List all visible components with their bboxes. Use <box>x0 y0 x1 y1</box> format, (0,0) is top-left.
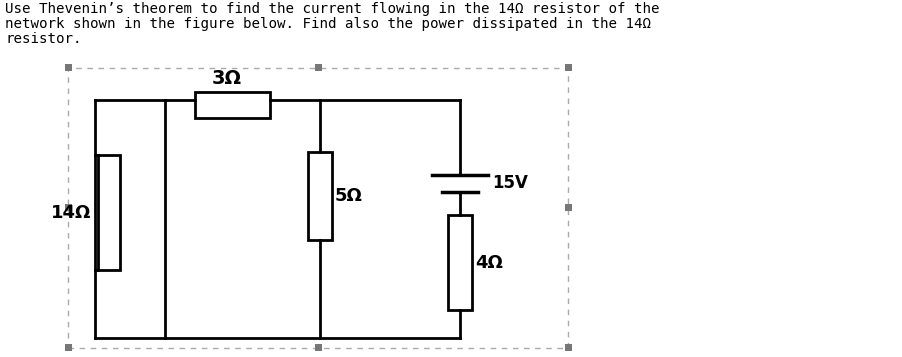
Text: Use Thevenin’s theorem to find the current flowing in the 14Ω resistor of the: Use Thevenin’s theorem to find the curre… <box>5 2 659 16</box>
Bar <box>448 215 472 310</box>
Bar <box>565 344 572 351</box>
Bar <box>315 344 322 351</box>
Bar <box>565 204 572 211</box>
Bar <box>308 152 332 240</box>
Bar <box>565 64 572 71</box>
Bar <box>65 344 72 351</box>
Text: 4Ω: 4Ω <box>475 253 503 272</box>
Bar <box>65 64 72 71</box>
Bar <box>98 155 120 270</box>
Text: 5Ω: 5Ω <box>335 187 363 205</box>
Text: 15V: 15V <box>492 175 528 192</box>
Bar <box>195 92 270 118</box>
Text: 14Ω: 14Ω <box>51 203 91 221</box>
Text: 3Ω: 3Ω <box>211 69 242 88</box>
Bar <box>68 68 568 348</box>
Bar <box>65 204 72 211</box>
Bar <box>315 64 322 71</box>
Text: resistor.: resistor. <box>5 32 81 46</box>
Text: network shown in the figure below. Find also the power dissipated in the 14Ω: network shown in the figure below. Find … <box>5 17 651 31</box>
